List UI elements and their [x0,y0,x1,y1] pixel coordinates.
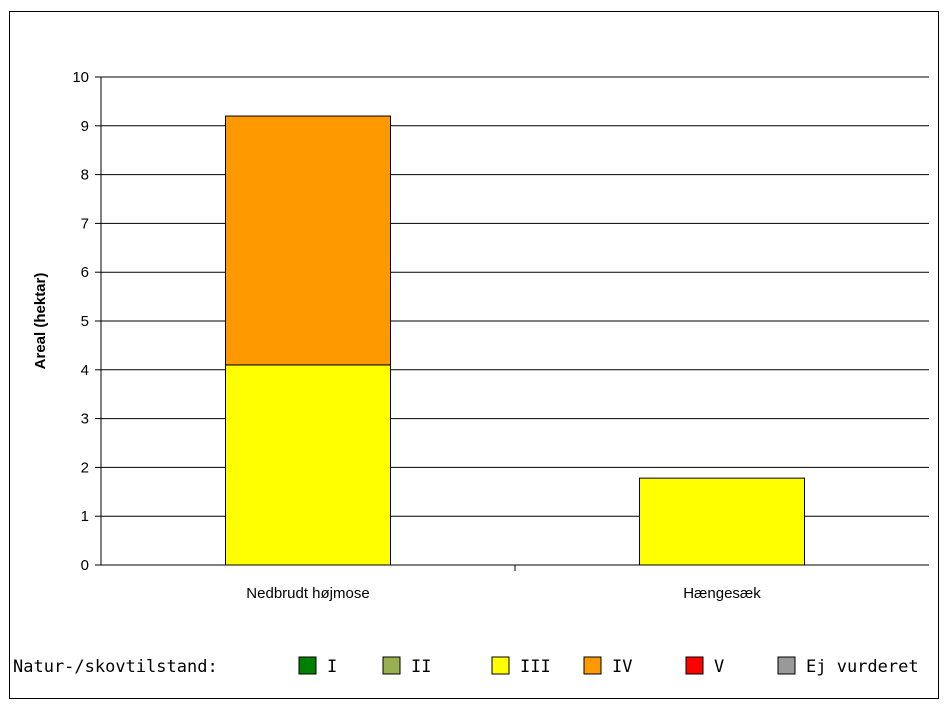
legend-label: Ej vurderet [806,657,919,677]
chart-frame: 0 1 2 3 4 5 6 7 8 9 10 Nedbrudt højmose Hængesæk Ar… [9,11,939,699]
legend-label: II [411,657,431,677]
bar-chart: 0 1 2 3 4 5 6 7 8 9 10 Nedbrudt højmose Hængesæk Ar… [13,69,929,677]
bar-segment [639,477,805,566]
legend-swatch [298,656,317,675]
legend-label: I [327,657,337,677]
y-tick-label: 7 [81,215,89,232]
legend-label: V [714,657,724,677]
y-tick-label: 5 [81,313,89,330]
y-tick-label: 9 [81,118,89,135]
x-category-labels: Nedbrudt højmose Hængesæk [246,565,761,602]
legend-swatch [583,656,602,675]
y-tick-label: 4 [81,362,89,379]
y-tick-labels: 0 1 2 3 4 5 6 7 8 9 10 [72,69,101,574]
legend-swatch [491,656,510,675]
y-tick-label: 2 [81,459,89,476]
y-tick-label: 3 [81,411,89,428]
bar-segment [225,115,391,366]
legend-swatch [382,656,401,675]
y-tick-label: 1 [81,508,89,525]
x-category-label: Hængesæk [683,585,761,602]
y-axis-label: Areal (hektar) [32,273,49,370]
legend-label: IV [612,657,632,677]
bar-segment [225,364,391,566]
legend-swatch [777,656,796,675]
y-tick-label: 10 [72,69,89,86]
legend: Natur-/skovtilstand: I II III IV V Ej vurdere… [13,656,919,677]
x-category-label: Nedbrudt højmose [246,585,369,602]
y-tick-label: 0 [81,557,89,574]
bars [225,115,805,566]
y-tick-label: 8 [81,167,89,184]
legend-swatch [685,656,704,675]
y-tick-label: 6 [81,264,89,281]
legend-title: Natur-/skovtilstand: [13,657,218,677]
legend-label: III [520,657,551,677]
